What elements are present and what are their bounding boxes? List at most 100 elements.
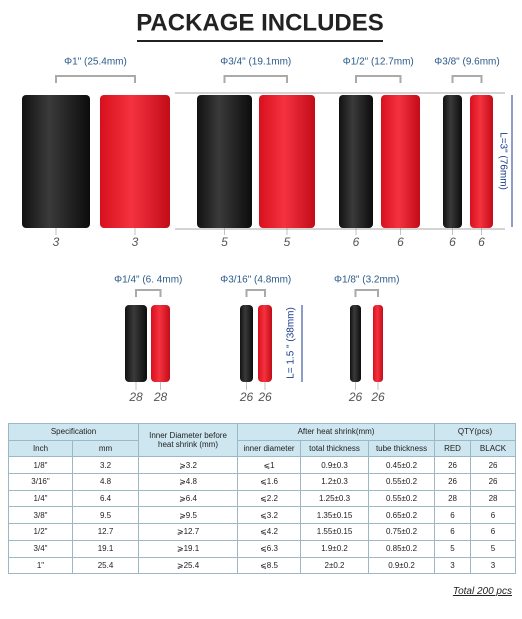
count-label: 6 [478,235,485,249]
count-label: 28 [128,390,143,404]
size-bracket [223,75,288,83]
table-cell: 0.65±0.2 [368,506,436,525]
black-tube [443,95,462,228]
table-row: 3/16" 4.8 ⩾4.8 ⩽1.6 1.2±0.3 0.55±0.2 26 26 [8,473,517,491]
table-cell: 2±0.2 [300,556,370,575]
title: PACKAGE INCLUDES [136,9,384,36]
size-label: Φ3/8" (9.6mm) [434,57,499,68]
size-bracket [135,289,162,297]
table-cell: 3.2 [71,456,140,475]
table-cell: ⩾12.7 [138,523,239,541]
header-cell: Inner Diameter before heat shrink (mm) [138,422,239,458]
black-tube [240,305,253,382]
table-row: 1/8" 3.2 ⩾3.2 ⩽1 0.9±0.3 0.45±0.2 26 26 [8,456,517,475]
tubes: Φ1" (25.4mm) 3 3 Φ3/4" (19.1mm) 5 5 Φ1/2" (12.… [22,57,500,404]
count-label: 3 [132,235,139,249]
table-cell: 1/2" [8,523,73,541]
table-cell: 19.1 [71,539,140,558]
header-cell: mm [71,439,140,458]
table-cell: 0.9±0.3 [300,456,370,475]
black-tube [197,95,252,228]
table-cell: 26 [434,456,472,475]
table-cell: 26 [470,473,517,491]
table-cell: ⩾19.1 [138,539,239,558]
table-cell: 6 [470,506,517,525]
header-cell: total thickness [300,439,370,458]
table-cell: ⩽1 [237,456,302,475]
table-row: 1/4" 6.4 ⩾6.4 ⩽2.2 1.25±0.3 0.55±0.2 28 28 [8,489,517,508]
table-cell: ⩽3.2 [237,506,302,525]
table-cell: 5 [434,539,472,558]
table-cell: 6.4 [71,489,140,508]
table-cell: 6 [434,506,472,525]
black-tube [350,305,361,382]
red-tube [258,305,272,382]
table-cell: 1/4" [8,489,73,508]
table-cell: ⩾9.5 [138,506,239,525]
table-cell: 25.4 [71,556,140,575]
table-cell: 26 [434,473,472,491]
table-cell: 6 [434,523,472,541]
table-cell: ⩾6.4 [138,489,239,508]
count-label: 26 [370,390,385,404]
size-label: Φ1/2" (12.7mm) [343,57,414,68]
size-bracket [355,75,402,83]
count-label: 26 [239,390,254,404]
count-label: 26 [257,390,272,404]
size-label: Φ1" (25.4mm) [64,57,127,68]
count-label: 28 [153,390,168,404]
red-tube [151,305,170,382]
size-label: Φ3/4" (19.1mm) [220,57,291,68]
table-cell: 1" [8,556,73,575]
header-cell: Specification [7,423,140,441]
table-cell: ⩽4.2 [237,523,302,541]
size-bracket [55,75,136,83]
header-row: Inch mm inner diameter total thickness t… [8,439,517,458]
table-cell: 1/8" [8,456,73,475]
red-tube [100,95,170,228]
table-row: 1/2" 12.7 ⩾12.7 ⩽4.2 1.55±0.15 0.75±0.2 6 6 [8,523,517,541]
black-tube [339,95,373,228]
size-bracket [451,75,483,83]
black-tube [125,305,147,382]
table-cell: 3/4" [8,539,73,558]
table-cell: 0.85±0.2 [368,539,436,558]
size-label: Φ1/4" (6. 4mm) [114,275,182,286]
size-bracket [354,289,379,297]
table-cell: ⩽8.5 [237,556,302,575]
table-cell: 1.25±0.3 [300,489,370,508]
size-label: Φ3/16" (4.8mm) [220,275,291,286]
table-cell: 3 [470,556,517,575]
count-label: 5 [284,235,291,249]
spec-table: Specification Inner Diameter before heat… [7,422,517,575]
table-cell: 3 [434,556,472,575]
table-cell: 0.9±0.2 [368,556,436,575]
length-label: L=3" (76mm) [497,132,508,190]
table-cell: ⩾3.2 [138,456,239,475]
table-cell: 9.5 [71,506,140,525]
black-tube [22,95,90,228]
table-cell: ⩾25.4 [138,556,239,575]
table-cell: 6 [470,523,517,541]
red-tube [470,95,493,228]
red-tube [373,305,383,382]
table-cell: 0.75±0.2 [368,523,436,541]
count-label: 26 [348,390,363,404]
count-label: 5 [221,235,228,249]
header-cell: After heat shrink(mm) [237,423,436,441]
table-cell: 1.2±0.3 [300,473,370,491]
red-tube [259,95,315,228]
count-label: 3 [53,235,60,249]
red-tube [381,95,420,228]
table-cell: 1.9±0.2 [300,539,370,558]
table-cell: 4.8 [71,473,140,491]
table-cell: 28 [434,489,472,508]
table-cell: 28 [470,489,517,508]
table-cell: 0.55±0.2 [368,489,436,508]
size-bracket [245,289,266,297]
header-cell: tube thickness [368,439,436,458]
table-cell: 26 [470,456,517,475]
table-cell: ⩽2.2 [237,489,302,508]
table-cell: 1.55±0.15 [300,523,370,541]
length-label: L= 1.5 " (38mm) [286,307,297,379]
